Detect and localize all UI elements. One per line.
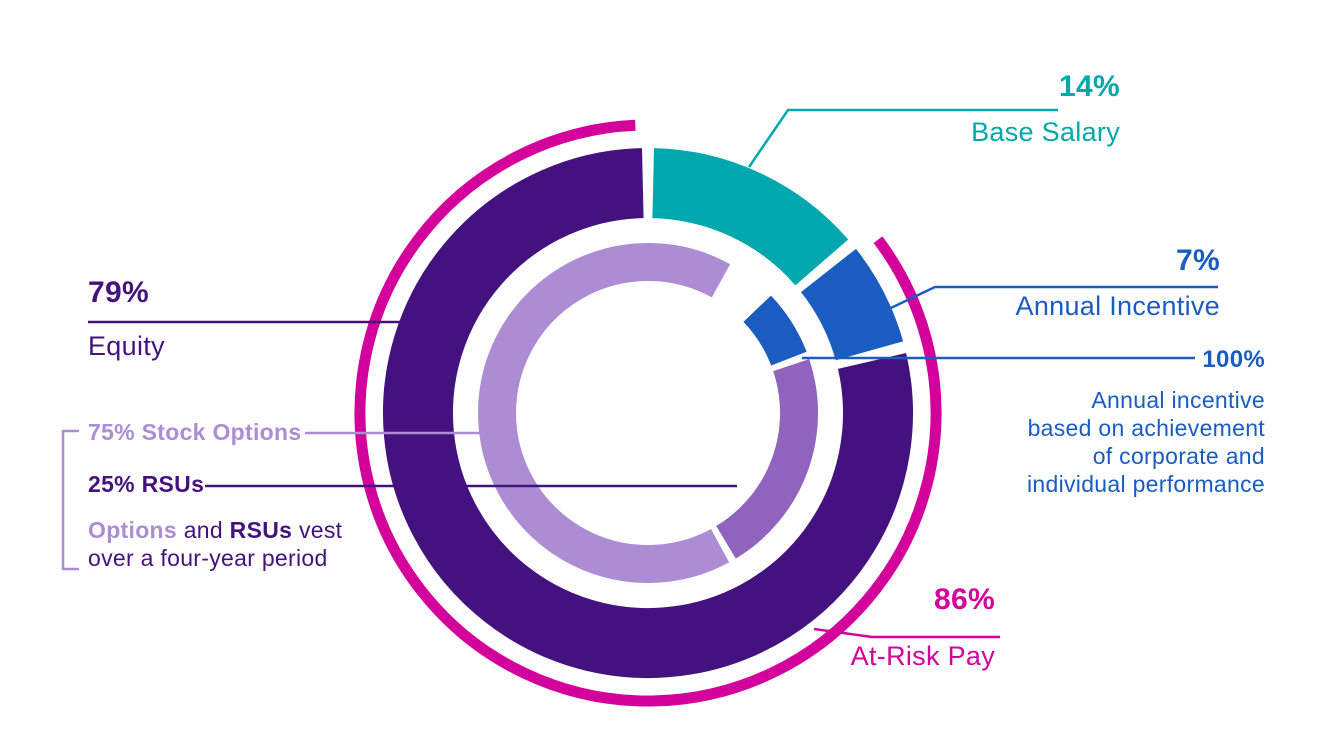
stock-options-label: 75% Stock Options [88, 419, 302, 445]
annual-incentive-pct: 7% [1176, 244, 1220, 277]
rsus-label: 25% RSUs [88, 471, 205, 497]
donut-segments [354, 119, 942, 707]
at-risk-pct: 86% [934, 583, 995, 616]
vest-note-and: and [183, 517, 223, 543]
incentive-note-line-3: of corporate and [1092, 442, 1265, 469]
segment-equity [383, 148, 913, 679]
annual-incentive-callout: 7% Annual Incentive [920, 244, 1220, 322]
incentive-note-line-4: individual performance [1026, 470, 1265, 497]
at-risk-label: At-Risk Pay [850, 641, 995, 671]
vest-note-line2: over a four-year period [88, 545, 328, 571]
incentive-note-pct: 100% [1202, 346, 1265, 373]
segment-annual-incentive [800, 248, 904, 362]
inner-segment-stock-options [478, 243, 731, 583]
vest-note-vest: vest [298, 517, 343, 543]
leader-annual-incentive [875, 285, 1218, 317]
incentive-note-callout: 100% Annual incentive based on achieveme… [965, 346, 1265, 498]
equity-pct: 79% [88, 276, 149, 309]
inner-segment-annual-incentive [743, 295, 807, 366]
leader-lines [61, 108, 1218, 639]
segment-base-salary [651, 148, 849, 286]
inner-segment-rsus [715, 359, 818, 559]
vest-note: Options and RSUs vest over a four-year p… [88, 516, 378, 572]
incentive-note-line-2: based on achievement [1027, 414, 1265, 441]
base-salary-callout: 14% Base Salary [820, 70, 1120, 148]
base-salary-pct: 14% [1059, 70, 1120, 103]
vest-note-bracket [61, 429, 79, 571]
incentive-note-line-1: Annual incentive [1091, 386, 1265, 413]
vest-note-options: Options [88, 517, 177, 543]
at-risk-arc [354, 119, 942, 707]
leader-at-risk [813, 627, 1000, 639]
leader-base-salary [747, 108, 1058, 168]
base-salary-label: Base Salary [971, 116, 1120, 147]
annual-incentive-label: Annual Incentive [1015, 290, 1220, 321]
vest-note-rsus: RSUs [229, 517, 293, 543]
equity-label: Equity [88, 331, 165, 361]
